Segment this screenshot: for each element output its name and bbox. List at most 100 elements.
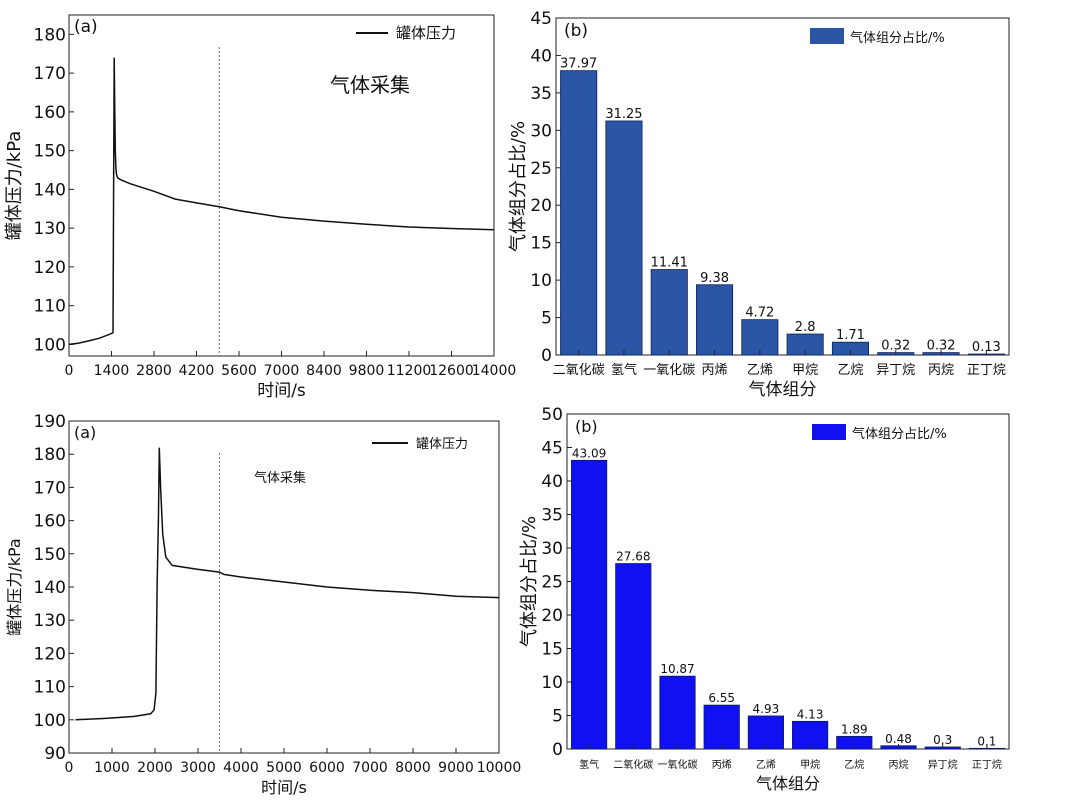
y-tick-label: 170 bbox=[34, 64, 66, 84]
y-tick-label: 100 bbox=[34, 711, 66, 731]
category-label: 乙烯 bbox=[747, 363, 773, 378]
x-tick-label: 9800 bbox=[349, 363, 385, 379]
bar-value-label: 1.89 bbox=[841, 722, 868, 736]
y-tick-label: 15 bbox=[530, 234, 552, 254]
category-label: 丙烷 bbox=[928, 363, 954, 378]
bar-chart-3: 0 5 10 15 20 25 30 35 40 45 50 气体组分 气体组分占比/% (b) 气体组分占… bbox=[519, 405, 1010, 793]
y-axis-title: 罐体压力/kPa bbox=[4, 131, 25, 241]
plot-frame-1 bbox=[555, 17, 1010, 356]
annotation-text: 气体采集 bbox=[254, 470, 306, 486]
y-tick-label: 20 bbox=[541, 606, 563, 626]
x-tick-label: 6000 bbox=[309, 760, 345, 776]
pressure-series-line bbox=[75, 447, 500, 721]
x-axis-title: 气体组分 bbox=[756, 774, 820, 793]
category-label: 二氧化碳 bbox=[613, 758, 653, 771]
y-tick-label: 180 bbox=[34, 25, 66, 45]
y-tick-label: 100 bbox=[34, 335, 66, 355]
y-tick-label: 180 bbox=[34, 445, 66, 465]
x-tick-label: 7000 bbox=[352, 760, 388, 776]
category-label: 乙烷 bbox=[844, 758, 864, 771]
x-tick-label: 7000 bbox=[264, 363, 300, 379]
x-tick-label: 0 bbox=[65, 363, 74, 379]
y-tick-label: 35 bbox=[541, 506, 563, 526]
y-tick-label: 150 bbox=[34, 142, 66, 162]
bar-chart-1: 0 5 10 15 20 25 30 35 40 45 气体组分 气体组分占比/% (b) 气体组分占比/… bbox=[508, 9, 1010, 400]
category-label: 丙烯 bbox=[702, 363, 728, 378]
y-axis-title: 罐体压力/kPa bbox=[5, 538, 24, 635]
y-axis-title: 气体组分占比/% bbox=[519, 516, 540, 647]
y-tick-label: 30 bbox=[541, 539, 563, 559]
category-label: 正丁烷 bbox=[967, 363, 1006, 378]
y-tick-label: 110 bbox=[34, 297, 66, 317]
pressure-series-line bbox=[68, 57, 495, 346]
x-tick-label: 1000 bbox=[94, 760, 130, 776]
category-label: 氢气 bbox=[579, 758, 599, 771]
x-axis-title: 气体组分 bbox=[749, 380, 817, 400]
y-tick-label: 5 bbox=[541, 309, 552, 329]
category-label: 甲烷 bbox=[792, 363, 818, 378]
bar-value-label: 37.97 bbox=[560, 57, 597, 72]
category-label: 氢气 bbox=[611, 362, 637, 378]
bar-value-label: 10.87 bbox=[660, 662, 694, 676]
bar-value-label: 9.38 bbox=[700, 271, 729, 286]
y-tick-label: 120 bbox=[34, 258, 66, 278]
x-tick-label: 9000 bbox=[438, 760, 474, 776]
y-tick-label: 170 bbox=[34, 478, 66, 498]
y-tick-label: 120 bbox=[34, 644, 66, 664]
y-tick-label: 20 bbox=[530, 196, 552, 216]
y-tick-label: 150 bbox=[34, 545, 66, 565]
panel-label: (a) bbox=[74, 423, 96, 442]
bar-value-label: 0.3 bbox=[933, 733, 952, 747]
y-tick-label: 30 bbox=[530, 121, 552, 141]
bar-value-label: 31.25 bbox=[605, 107, 642, 122]
legend-label: 罐体压力 bbox=[416, 437, 468, 452]
x-tick-label: 1400 bbox=[94, 363, 130, 379]
y-tick-label: 90 bbox=[44, 744, 66, 764]
bar-value-label: 0.1 bbox=[977, 734, 996, 748]
x-axis-title: 时间/s bbox=[257, 381, 306, 401]
y-tick-label: 130 bbox=[34, 219, 66, 239]
category-label: 丙烯 bbox=[712, 758, 732, 771]
bar bbox=[741, 319, 779, 356]
y-tick-label: 0 bbox=[541, 346, 552, 366]
bar bbox=[650, 269, 688, 356]
legend-label: 罐体压力 bbox=[396, 24, 456, 42]
category-label: 一氧化碳 bbox=[658, 758, 698, 771]
bar bbox=[560, 70, 598, 356]
x-tick-label: 11200 bbox=[387, 363, 432, 379]
x-tick-label: 2800 bbox=[136, 363, 172, 379]
panel-label: (b) bbox=[564, 21, 588, 41]
y-tick-label: 110 bbox=[34, 678, 66, 698]
bar bbox=[747, 715, 784, 750]
legend-label: 气体组分占比/% bbox=[850, 30, 945, 46]
y-tick-label: 35 bbox=[530, 84, 552, 104]
y-tick-label: 160 bbox=[34, 103, 66, 123]
y-tick-label: 140 bbox=[34, 578, 66, 598]
y-tick-label: 40 bbox=[530, 46, 552, 66]
y-tick-label: 140 bbox=[34, 180, 66, 200]
bar-value-label: 6.55 bbox=[708, 691, 735, 705]
bar bbox=[659, 675, 696, 750]
line-chart-2: 0 1000 2000 3000 4000 5000 6000 7000 8000 9000 100… bbox=[5, 412, 521, 797]
x-axis-title: 时间/s bbox=[261, 778, 307, 797]
category-label: 乙烯 bbox=[756, 758, 776, 771]
bar-value-label: 27.68 bbox=[616, 550, 650, 564]
bar-value-label: 4.13 bbox=[797, 707, 824, 721]
bar-value-label: 0.48 bbox=[885, 732, 912, 746]
bar bbox=[696, 284, 734, 356]
category-label: 异丁烷 bbox=[876, 363, 915, 378]
legend-swatch bbox=[810, 28, 844, 44]
category-label: 异丁烷 bbox=[928, 758, 958, 771]
bar bbox=[615, 563, 652, 750]
bar-value-label: 0.32 bbox=[881, 339, 910, 354]
category-label: 乙烷 bbox=[837, 363, 863, 378]
y-tick-label: 10 bbox=[541, 673, 563, 693]
bar bbox=[703, 704, 740, 750]
y-tick-label: 190 bbox=[34, 412, 66, 432]
x-tick-label: 3000 bbox=[180, 760, 216, 776]
x-tick-label: 12600 bbox=[429, 363, 474, 379]
bar bbox=[792, 720, 829, 750]
y-tick-label: 45 bbox=[541, 439, 563, 459]
panel-label: (a) bbox=[74, 17, 98, 37]
y-tick-label: 45 bbox=[530, 9, 552, 29]
